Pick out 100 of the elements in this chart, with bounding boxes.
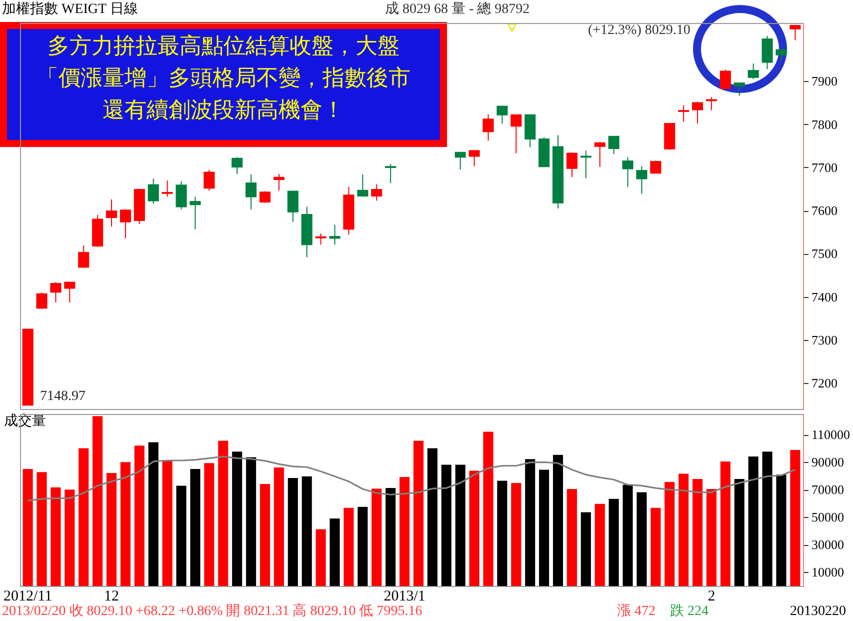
candlestick [636,166,648,194]
bar [64,490,75,586]
bar [176,486,186,586]
y-tick-label: 110000 [812,427,850,442]
bar [776,474,786,586]
callout-box: 多方力拚拉最高點位結算收盤，大盤 「價漲量增」多頭格局不變，指數後市 還有續創波段新高機會！ [0,22,447,147]
text: 20130220 [790,603,846,621]
candlestick [190,196,201,230]
bar [511,482,522,586]
bar [455,464,466,586]
candlestick [50,282,62,303]
candlestick [720,69,731,90]
candlestick [496,105,508,124]
annotation: 「價漲量增」多頭格局不變，指數後市 [36,65,412,93]
bar [190,469,200,586]
y-tick-label: 7300 [812,332,838,348]
bar [316,529,326,586]
candlestick [204,169,215,192]
bar [762,452,772,586]
candlestick [287,190,298,222]
candlestick [734,82,745,96]
bar [594,504,605,586]
text: 漲 472 [617,603,656,621]
bar [246,457,256,586]
x-tick-label: 2012/11 [4,588,52,604]
chart-title: 加權指數 WEIGT 日線 [2,1,138,19]
candlestick [315,232,326,246]
candlestick [259,190,271,204]
bar [650,508,661,586]
bar [302,476,312,586]
bar [566,488,577,586]
x-tick-label: 12 [104,588,120,604]
bar [330,518,340,586]
line-series [27,456,796,502]
y-tick-label: 30000 [812,537,844,552]
bar [400,477,410,586]
bar [106,473,117,586]
bar [608,498,619,586]
candlestick [246,174,257,210]
x-tick-label: 2 [708,588,716,604]
bar [78,448,89,586]
candlestick [454,152,466,170]
annotation: 多方力拚拉最高點位結算收盤，大盤 [46,33,400,61]
candlestick [608,135,620,155]
candlestick [78,245,90,268]
bar [92,416,103,586]
bar [218,440,228,586]
y-tick-label: 70000 [812,482,844,498]
bar [204,463,214,586]
bar [36,472,47,586]
bar [580,512,591,586]
y-tick-label: 7800 [812,116,838,132]
bar [552,454,564,586]
y-tick-label: 7700 [812,160,838,175]
bar [22,469,33,586]
candlestick [371,184,382,202]
y-tick-label: 90000 [812,454,844,470]
bar [50,487,61,586]
bar [483,432,494,586]
bar [525,459,536,586]
candlestick [468,150,480,167]
annotation: (+12.3%) 8029.10 [588,22,690,40]
y-tick-label: 7500 [812,246,838,262]
bar [344,508,354,586]
y-tick-label: 7200 [812,376,838,391]
y-tick-label: 50000 [812,510,844,525]
bar [358,506,368,586]
y-tick-label: 10000 [812,564,844,580]
candlestick [148,178,159,204]
annotation: 還有續創波段新高機會！ [102,97,346,125]
candlestick [762,35,773,70]
bar [497,480,508,586]
candlestick [273,173,284,191]
candlestick [748,63,759,80]
bar [386,488,396,586]
candlestick [162,180,173,198]
bar [720,461,730,586]
bar [539,470,550,586]
candlestick [357,174,368,197]
bar [274,468,284,586]
candlestick [678,104,690,122]
candlestick [650,160,662,174]
candlestick [622,156,634,188]
bar [148,442,158,586]
bar [413,440,424,586]
y-tick-label: 7900 [812,74,838,89]
bar [636,492,647,586]
candlestick [594,142,606,168]
candlestick [692,101,704,124]
bar [622,484,633,586]
candlestick [329,224,340,246]
bar [734,478,744,586]
candlestick [36,292,48,310]
candlestick [482,114,494,142]
bar [664,482,675,586]
text: 2013/02/20 收 8029.10 +68.22 +0.86% 開 8021.31 高 8029.10 低 7995.16 [2,603,422,621]
y-tick-label: 7600 [812,203,838,218]
bar [120,462,130,586]
text: 成 8029 68 量 - 總 98792 [385,1,530,19]
y-tick-label: 7400 [812,289,838,304]
